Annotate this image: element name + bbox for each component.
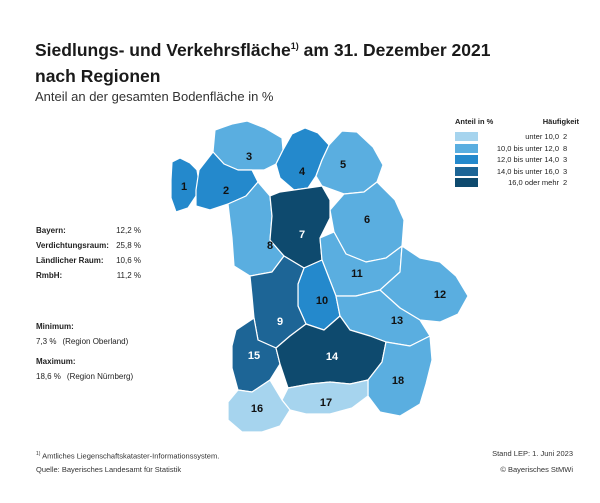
region-label-13: 13 <box>391 315 403 327</box>
stat-value: 25,8 % <box>116 241 141 250</box>
summary-stats: Bayern: 12,2 % Verdichtungsraum: 25,8 % Lä… <box>36 226 141 286</box>
legend-range: unter 10,0 <box>525 132 559 142</box>
region-12 <box>379 245 469 323</box>
region-label-6: 6 <box>364 214 370 226</box>
maximum-block: Maximum: 18,6 % (Region Nürnberg) <box>36 357 133 381</box>
region-label-7: 7 <box>299 229 305 241</box>
legend-swatch <box>455 143 478 153</box>
legend-header-share: Anteil in % <box>455 117 494 126</box>
region-label-12: 12 <box>434 289 446 301</box>
stat-label: Verdichtungsraum: <box>36 241 109 250</box>
legend-swatch <box>455 132 478 142</box>
minimum-block: Minimum: 7,3 % (Region Oberland) <box>36 322 128 346</box>
legend-item: unter 10,0 2 <box>455 131 579 143</box>
stat-value: 12,2 % <box>116 226 141 235</box>
legend-count: 3 <box>563 155 568 165</box>
legend-header-frequency: Häufigkeit <box>542 117 579 126</box>
legend-item: 14,0 bis unter 16,0 3 <box>455 166 579 178</box>
minimum-value: 7,3 % <box>36 337 57 346</box>
stand-note: Stand LEP: 1. Juni 2023 <box>492 449 573 458</box>
legend-item: 12,0 bis unter 14,0 3 <box>455 154 579 166</box>
chart-subtitle: Anteil an der gesamten Bodenfläche in % <box>35 89 274 104</box>
title-text: Siedlungs- und Verkehrsfläche <box>35 39 291 60</box>
legend-swatch <box>455 155 478 165</box>
region-label-3: 3 <box>246 151 252 163</box>
region-label-9: 9 <box>277 316 283 328</box>
region-label-16: 16 <box>251 403 263 415</box>
region-label-4: 4 <box>299 166 306 178</box>
source-note: Quelle: Bayerisches Landesamt für Statis… <box>36 465 182 474</box>
legend-range: 12,0 bis unter 14,0 <box>496 155 559 165</box>
region-label-11: 11 <box>351 268 363 280</box>
region-label-10: 10 <box>316 295 328 307</box>
legend-range: 10,0 bis unter 12,0 <box>496 143 559 153</box>
title-line2: nach Regionen <box>35 65 161 86</box>
stat-label: Ländlicher Raum: <box>36 256 104 265</box>
stat-row: Verdichtungsraum: 25,8 % <box>36 241 141 256</box>
region-label-5: 5 <box>340 159 346 171</box>
stat-label: Bayern: <box>36 226 66 235</box>
maximum-label: Maximum: <box>36 357 76 366</box>
legend-range: 16,0 oder mehr <box>508 178 559 188</box>
region-7 <box>269 185 331 269</box>
maximum-value: 18,6 % <box>36 372 61 381</box>
stat-row: RmbH: 11,2 % <box>36 271 141 286</box>
legend-count: 2 <box>563 132 568 142</box>
legend-item: 10,0 bis unter 12,0 8 <box>455 143 579 155</box>
legend-count: 8 <box>563 143 568 153</box>
legend-range: 14,0 bis unter 16,0 <box>496 166 559 176</box>
stat-value: 11,2 % <box>116 271 141 280</box>
stat-row: Bayern: 12,2 % <box>36 226 141 241</box>
legend-swatch <box>455 166 478 176</box>
footnote-marker: 1) <box>36 451 41 457</box>
minimum-region: (Region Oberland) <box>62 337 129 346</box>
title-text-rest: am 31. Dezember 2021 <box>298 39 491 60</box>
region-label-8: 8 <box>267 240 273 252</box>
region-label-14: 14 <box>326 351 339 363</box>
legend-item: 16,0 oder mehr 2 <box>455 177 579 189</box>
region-label-1: 1 <box>181 181 187 193</box>
legend-count: 3 <box>563 166 568 176</box>
footnote-text: Amtliches Liegenschaftskataster-Informat… <box>42 451 220 461</box>
region-label-17: 17 <box>320 397 332 409</box>
stat-value: 10,6 % <box>116 256 141 265</box>
chart-title: Siedlungs- und Verkehrsfläche1) am 31. D… <box>35 33 505 89</box>
stat-row: Ländlicher Raum: 10,6 % <box>36 256 141 271</box>
region-label-18: 18 <box>392 375 404 387</box>
region-label-2: 2 <box>223 185 229 197</box>
legend-swatch <box>455 178 478 188</box>
title-footnote-marker: 1) <box>290 41 299 51</box>
region-16 <box>227 379 291 433</box>
maximum-region: (Region Nürnberg) <box>66 372 134 381</box>
region-label-15: 15 <box>248 350 260 362</box>
legend: Anteil in % Häufigkeit unter 10,0 2 10,0 b… <box>455 117 579 189</box>
stat-label: RmbH: <box>36 271 63 280</box>
footnote: 1) Amtliches Liegenschaftskataster-Infor… <box>36 451 219 461</box>
minimum-label: Minimum: <box>36 322 74 331</box>
legend-count: 2 <box>563 178 568 188</box>
copyright-note: © Bayerisches StMWi <box>500 465 573 474</box>
